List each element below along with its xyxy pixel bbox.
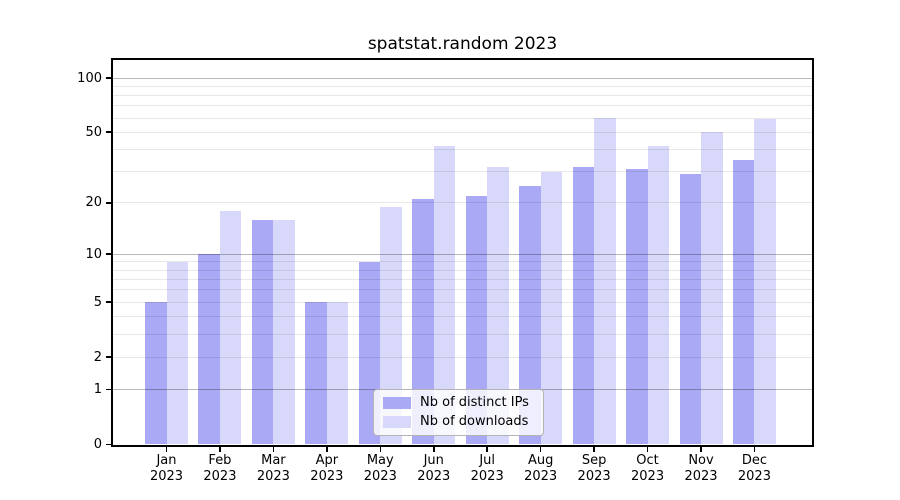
- x-tick-label-oct: Oct 2023: [631, 452, 665, 484]
- gridline-7: [113, 278, 812, 280]
- bar-distinct-ips-mar: [251, 219, 274, 445]
- bar-downloads-apr: [326, 302, 349, 445]
- x-tick-label-may: May 2023: [363, 452, 397, 484]
- x-tick-mark-may: [379, 446, 382, 452]
- x-tick-mark-jul: [486, 446, 488, 452]
- gridline-100: [113, 77, 812, 79]
- gridline-30: [113, 171, 812, 173]
- x-tick-label-apr: Apr 2023: [310, 452, 344, 484]
- bar-downloads-jun: [433, 145, 456, 445]
- x-tick-mark-jan: [165, 446, 168, 452]
- bar-downloads-nov: [701, 132, 723, 445]
- legend-item-downloads: Nb of downloads: [383, 415, 543, 429]
- gridline-2: [113, 356, 812, 358]
- legend-label-distinct-ips: Nb of distinct IPs: [420, 394, 529, 410]
- gridline-5: [113, 301, 812, 303]
- x-tick-label-jan: Jan 2023: [149, 452, 184, 484]
- bar-downloads-sep: [594, 118, 616, 445]
- x-tick-mark-oct: [646, 446, 649, 452]
- chart-title: spatstat.random 2023: [367, 34, 558, 54]
- x-tick-label-sep: Sep 2023: [577, 452, 611, 484]
- y-tick-mark-0: [106, 443, 113, 446]
- y-tick-mark-100: [106, 77, 113, 79]
- legend: Nb of distinct IPs Nb of downloads: [373, 389, 544, 436]
- x-tick-mark-mar: [272, 446, 275, 452]
- gridline-3: [113, 333, 812, 335]
- gridline-8: [113, 269, 812, 271]
- bar-distinct-ips-aug: [519, 185, 541, 445]
- bar-downloads-jul: [487, 166, 509, 445]
- bar-downloads-feb: [219, 210, 242, 445]
- x-tick-label-aug: Aug 2023: [524, 452, 558, 484]
- bar-distinct-ips-oct: [626, 169, 648, 445]
- gridline-10: [113, 253, 812, 255]
- x-tick-mark-jun: [432, 446, 435, 452]
- bar-downloads-aug: [540, 171, 563, 445]
- x-tick-mark-sep: [593, 446, 595, 452]
- gridline-9: [113, 261, 812, 263]
- y-tick-label-100: 100: [77, 70, 102, 86]
- y-tick-label-20: 20: [85, 195, 102, 211]
- bar-distinct-ips-nov: [679, 174, 701, 445]
- x-tick-label-mar: Mar 2023: [256, 452, 290, 484]
- y-tick-label-1: 1: [93, 381, 102, 397]
- legend-item-distinct-ips: Nb of distinct IPs: [383, 394, 543, 410]
- y-tick-label-50: 50: [85, 124, 102, 140]
- x-tick-label-jul: Jul 2023: [470, 452, 504, 484]
- legend-swatch-downloads: [383, 416, 411, 429]
- bar-distinct-ips-jul: [465, 195, 488, 445]
- grid-layer: [113, 60, 812, 445]
- y-tick-label-10: 10: [85, 246, 102, 262]
- gridline-60: [113, 117, 812, 119]
- gridline-80: [113, 95, 812, 97]
- x-tick-mark-aug: [539, 446, 542, 452]
- gridline-20: [113, 202, 812, 204]
- y-tick-mark-50: [106, 131, 113, 134]
- plot-area: [111, 58, 814, 447]
- x-tick-label-feb: Feb 2023: [203, 452, 237, 484]
- y-tick-label-0: 0: [93, 437, 102, 452]
- x-tick-mark-apr: [326, 446, 328, 452]
- bar-distinct-ips-apr: [305, 302, 327, 445]
- y-tick-mark-2: [106, 356, 113, 359]
- bar-downloads-may: [380, 206, 402, 445]
- bar-downloads-mar: [273, 219, 295, 445]
- x-tick-mark-nov: [700, 446, 702, 452]
- bar-distinct-ips-jan: [145, 302, 167, 445]
- x-tick-mark-dec: [753, 446, 756, 452]
- gridline-40: [113, 149, 812, 151]
- y-tick-mark-20: [106, 201, 113, 204]
- y-tick-label-2: 2: [93, 349, 102, 365]
- gridline-4: [113, 316, 812, 318]
- y-tick-mark-5: [106, 301, 113, 303]
- bar-distinct-ips-sep: [572, 166, 595, 445]
- x-tick-label-jun: Jun 2023: [417, 452, 451, 484]
- gridline-50: [113, 131, 812, 133]
- bars-layer: [113, 60, 812, 445]
- x-tick-label-dec: Dec 2023: [737, 452, 771, 484]
- bar-downloads-dec: [754, 119, 776, 445]
- x-tick-mark-feb: [219, 446, 221, 452]
- y-tick-mark-1: [106, 388, 113, 391]
- gridline-90: [113, 85, 812, 87]
- y-tick-mark-10: [106, 253, 113, 255]
- gridline-70: [113, 105, 812, 107]
- bar-distinct-ips-jun: [412, 199, 434, 445]
- legend-label-downloads: Nb of downloads: [420, 414, 529, 430]
- gridline-6: [113, 289, 812, 291]
- y-tick-label-5: 5: [93, 294, 102, 310]
- legend-swatch-distinct-ips: [383, 396, 411, 409]
- bar-downloads-oct: [647, 145, 670, 445]
- x-tick-label-nov: Nov 2023: [684, 452, 718, 484]
- bar-downloads-jan: [166, 261, 188, 445]
- bar-distinct-ips-feb: [198, 254, 220, 445]
- bar-distinct-ips-dec: [732, 159, 755, 445]
